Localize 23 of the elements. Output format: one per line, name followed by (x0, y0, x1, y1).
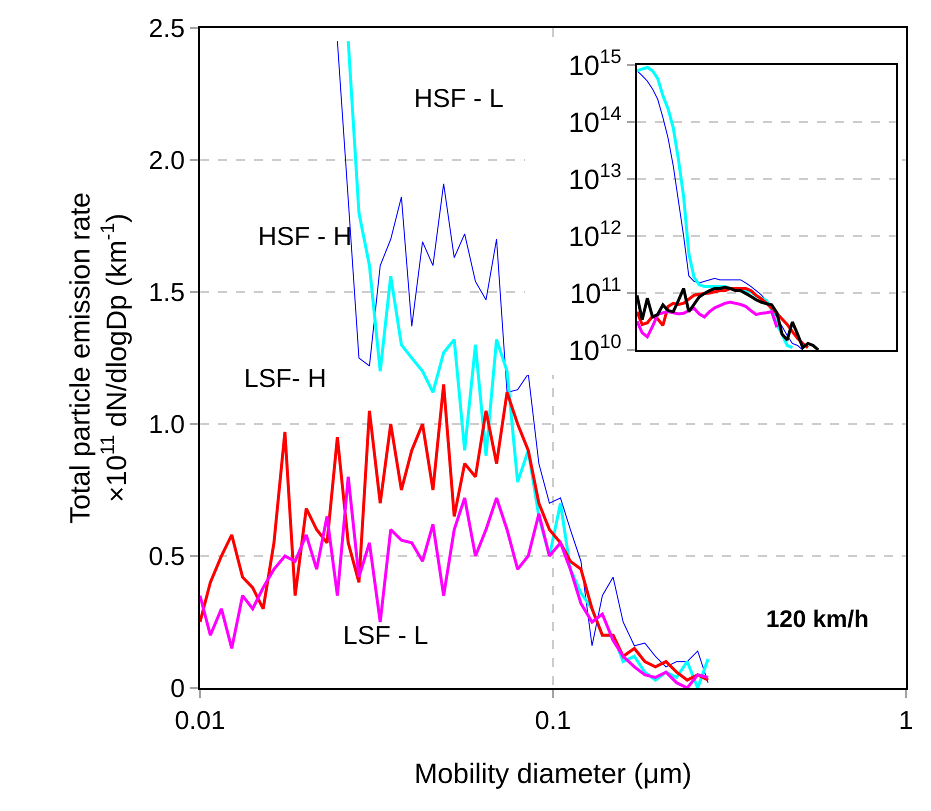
y-tick-label: 10$^{12}$ (568, 217, 622, 252)
annotation: LSF - L (343, 620, 428, 650)
y-tick-label: 10$^{14}$ (568, 103, 622, 138)
y-tick-label: 2.5 (148, 13, 185, 44)
x-tick-label: 0.1 (534, 705, 572, 736)
y-tick-label: 1.5 (148, 277, 185, 308)
line-series (637, 300, 778, 338)
annotation: HSF - L (414, 83, 504, 113)
annotation: HSF - H (258, 221, 352, 251)
annotation: LSF- H (244, 363, 326, 393)
x-axis-title: Mobility diameter (μm) (414, 758, 692, 789)
y-tick-label: 1.0 (148, 409, 185, 440)
x-tick-label: 1 (898, 705, 914, 736)
y-tick-label: 0 (170, 673, 185, 704)
annotation: 120 km/h (766, 606, 869, 633)
line-series (200, 475, 710, 688)
y-tick-label: 10$^{13}$ (568, 160, 622, 195)
y-tick-label: 10$^{15}$ (568, 46, 622, 81)
y-tick-label: 10$^{10}$ (568, 331, 622, 366)
y-tick-label: 10$^{11}$ (570, 274, 622, 309)
y-tick-label: 0.5 (148, 541, 185, 572)
y-tick-label: 2.0 (148, 145, 185, 176)
x-tick-label: 0.01 (174, 705, 226, 736)
